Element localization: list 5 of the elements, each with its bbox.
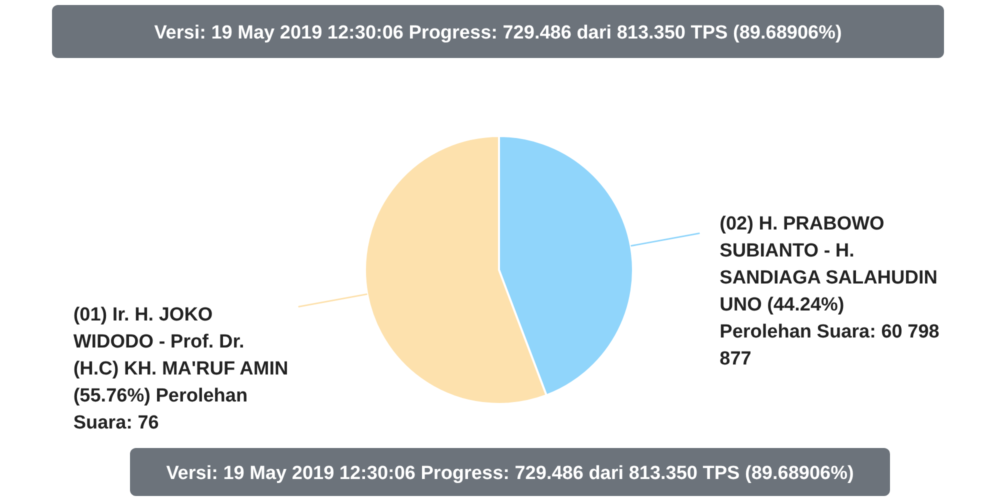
text: Versi: 19 May 2019 12:30:06 Progress: 729.486 dari 813.350 TPS (89.68906%) [166, 463, 854, 484]
slice-label: (01) Ir. H. JOKO WIDODO - Prof. Dr. (H.C) KH. MA'RUF AMIN [73, 304, 288, 380]
data-label: (55.76%) Perolehan Suara: 76 [73, 386, 248, 434]
text: Versi: 19 May 2019 12:30:06 Progress: 729.486 dari 813.350 TPS (89.68906%) [154, 22, 842, 44]
slice-label: (02) H. PRABOWO SUBIANTO - H. SANDIAGA SALAHUDIN UNO (44.24%) Perolehan Suara: 60 798 877 [720, 213, 940, 370]
